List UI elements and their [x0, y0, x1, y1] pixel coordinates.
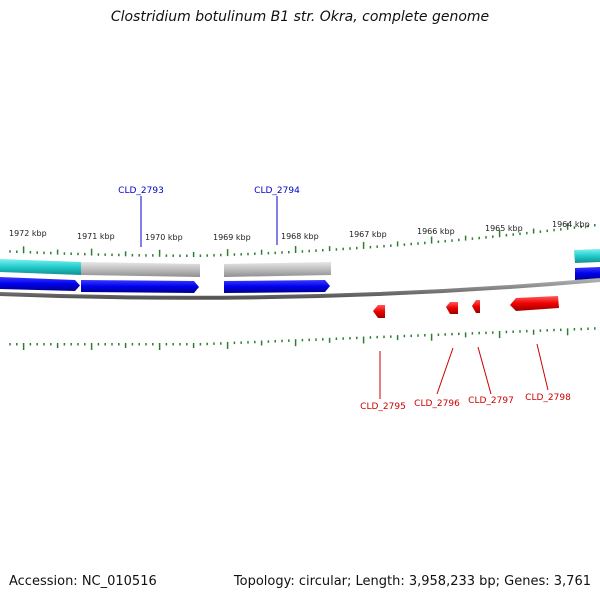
gene-arrow-cld-2794[interactable]: [224, 280, 330, 293]
reverse-gene-track: [373, 296, 559, 318]
cds-feature[interactable]: [574, 249, 600, 263]
cds-track: [0, 249, 600, 277]
scale-label: 1972 kbp: [9, 229, 47, 238]
scale-labels: 1972 kbp 1971 kbp 1970 kbp 1969 kbp 1968…: [9, 220, 590, 242]
forward-gene-track: [0, 267, 600, 293]
forward-gene-arrow[interactable]: [0, 277, 80, 291]
cds-feature[interactable]: [224, 262, 331, 277]
scale-label: 1967 kbp: [349, 230, 387, 239]
gene-arrow-cld-2796[interactable]: [446, 302, 458, 314]
gene-arrow-cld-2793[interactable]: [81, 280, 199, 293]
scale-label: 1971 kbp: [77, 232, 115, 241]
forward-gene-arrow[interactable]: [575, 267, 600, 280]
gene-label-cld-2794[interactable]: CLD_2794: [254, 186, 300, 196]
gene-label-cld-2797[interactable]: CLD_2797: [468, 396, 514, 406]
scale-label: 1966 kbp: [417, 227, 455, 236]
genome-summary-text: Topology: circular; Length: 3,958,233 bp…: [233, 574, 591, 589]
gene-label-cld-2796[interactable]: CLD_2796: [414, 399, 460, 409]
gene-arrow-cld-2797[interactable]: [472, 300, 480, 313]
scale-label: 1970 kbp: [145, 233, 183, 242]
gene-arrow-cld-2798[interactable]: [510, 296, 559, 311]
scale-label: 1965 kbp: [485, 224, 523, 233]
gene-label-cld-2795[interactable]: CLD_2795: [360, 402, 406, 412]
leader-line: [477, 346, 492, 395]
cds-feature[interactable]: [81, 262, 200, 277]
leader-line: [436, 347, 454, 395]
gene-arrow-cld-2795[interactable]: [373, 305, 385, 318]
gene-label-cld-2793[interactable]: CLD_2793: [118, 186, 164, 196]
gene-label-cld-2798[interactable]: CLD_2798: [525, 393, 571, 403]
scale-label: 1969 kbp: [213, 233, 251, 242]
accession-text: Accession: NC_010516: [9, 574, 157, 589]
genome-backbone: [0, 278, 600, 300]
leader-line: [536, 343, 549, 391]
cds-feature[interactable]: [0, 259, 81, 275]
scale-label: 1964 kbp: [552, 220, 590, 229]
outer-tick-marks: [9, 222, 596, 257]
inner-tick-marks: [9, 327, 596, 350]
map-title: Clostridium botulinum B1 str. Okra, comp…: [110, 9, 490, 25]
scale-label: 1968 kbp: [281, 232, 319, 241]
